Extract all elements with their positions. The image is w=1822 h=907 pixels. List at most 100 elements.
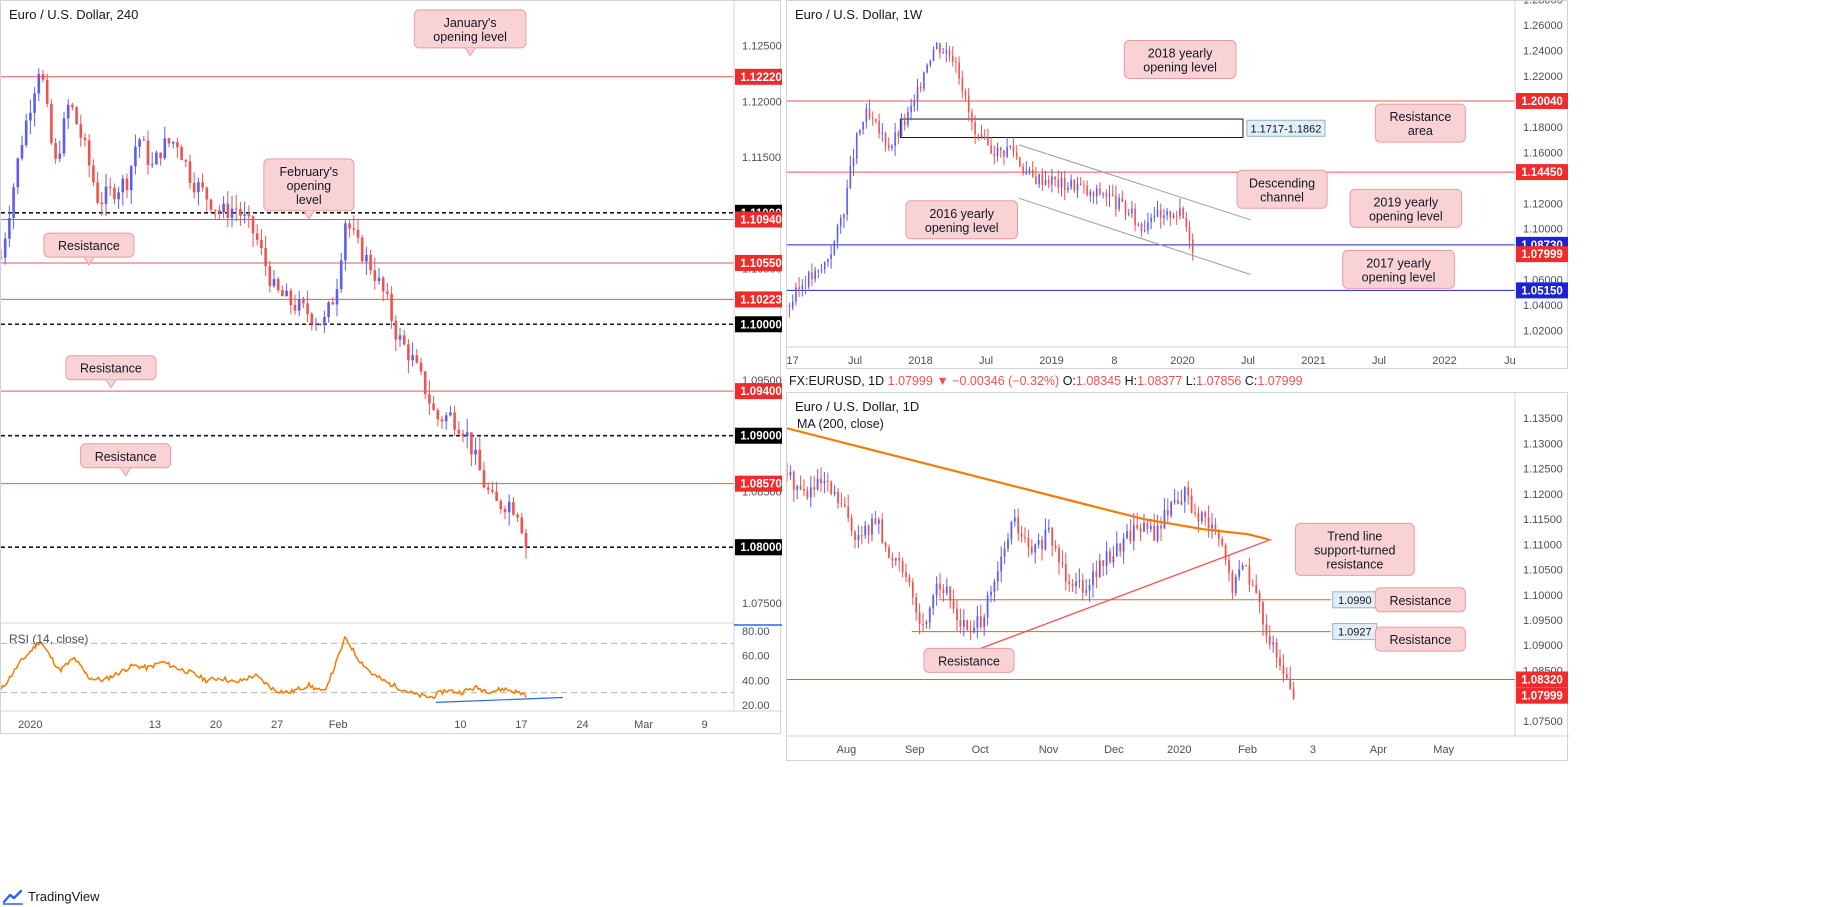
ma-legend[interactable]: MA (200, close) bbox=[797, 417, 884, 431]
d1-candle bbox=[826, 480, 829, 483]
tradingview-footer[interactable]: TradingView bbox=[0, 886, 100, 907]
d1-candle bbox=[1200, 512, 1203, 522]
w1-candle bbox=[1051, 176, 1053, 185]
w1-price-tag-bg bbox=[1516, 246, 1568, 263]
w1-annotation-box bbox=[1374, 103, 1466, 143]
h4-price-tick: 1.11500 bbox=[742, 152, 781, 164]
d1-candle bbox=[792, 472, 795, 490]
chart-panel-w1[interactable]: 1.1717-1.1862 2018 yearly opening level Res… bbox=[786, 0, 1569, 370]
h4-price-tag: 1.10223 bbox=[740, 294, 782, 306]
d1-price-tick: 1.09500 bbox=[1523, 615, 1563, 627]
w1-annotation-text: opening level bbox=[1143, 61, 1217, 75]
w1-candle bbox=[977, 134, 980, 136]
d1-candle bbox=[1146, 522, 1149, 530]
d1-chart-svg[interactable]: 1.0990 1.0927 Trend linesupport-turnedresi… bbox=[787, 393, 1569, 762]
h4-candle bbox=[272, 279, 276, 286]
w1-candle bbox=[1095, 188, 1098, 197]
w1-candle bbox=[878, 121, 880, 133]
w1-price-tag-bg bbox=[1516, 164, 1568, 181]
w1-candle bbox=[868, 108, 871, 118]
w1-candle bbox=[1047, 179, 1050, 185]
w1-candle bbox=[1137, 224, 1140, 226]
w1-price-tick: 1.24000 bbox=[1523, 46, 1563, 58]
w1-candle bbox=[1009, 145, 1012, 148]
h4-candle bbox=[150, 164, 154, 166]
h4-candle bbox=[176, 141, 179, 148]
h4-candle bbox=[54, 143, 57, 159]
d1-candle bbox=[1064, 564, 1067, 582]
w1-candle bbox=[916, 86, 919, 101]
h4-candle bbox=[356, 229, 360, 238]
d1-price-tick: 1.11000 bbox=[1523, 539, 1562, 551]
d1-candle bbox=[843, 504, 846, 507]
d1-candle bbox=[874, 518, 877, 524]
d1-annotation-text: support-turned bbox=[1314, 543, 1395, 557]
d1-time-tick: Feb bbox=[1238, 744, 1257, 756]
d1-candle bbox=[942, 589, 945, 593]
h4-price-tag-bg bbox=[735, 383, 782, 400]
w1-candle bbox=[811, 272, 813, 280]
rsi-trendline bbox=[435, 696, 563, 703]
w1-candle bbox=[1147, 222, 1149, 231]
w1-candle bbox=[1028, 169, 1031, 172]
h4-time-tick: 10 bbox=[454, 719, 466, 731]
h4-candle bbox=[243, 214, 246, 216]
w1-annotation-box bbox=[905, 200, 1019, 240]
d1-candle bbox=[908, 577, 911, 583]
h4-price-tag-bg bbox=[735, 539, 782, 556]
chart-panel-d1[interactable]: 1.0990 1.0927 Trend line support-turned resi… bbox=[786, 392, 1569, 762]
d1-annotation-text: Resistance bbox=[938, 654, 1000, 668]
h4-price-tag-bg bbox=[735, 427, 782, 444]
d1-annotation-box bbox=[1374, 587, 1466, 613]
d1-candle bbox=[1109, 551, 1111, 563]
h4-candle bbox=[306, 303, 309, 315]
h4-candle bbox=[289, 290, 293, 306]
w1-annotation-box bbox=[1342, 249, 1455, 289]
d1-annotation-text: resistance bbox=[1326, 557, 1383, 571]
w1-annotation-text: 2019 yearly bbox=[1373, 195, 1438, 209]
d1-candle bbox=[1217, 530, 1220, 540]
d1-candle bbox=[979, 616, 982, 628]
h4-candle bbox=[318, 323, 322, 326]
d1-candle bbox=[925, 622, 928, 625]
d1-candle bbox=[1112, 556, 1115, 563]
infobar-symbol[interactable]: FX:EURUSD, 1D bbox=[789, 374, 885, 388]
d1-candle bbox=[956, 608, 958, 621]
d1-candle bbox=[1173, 500, 1176, 503]
h4-time-tick: 9 bbox=[702, 719, 708, 731]
h4-candle bbox=[188, 161, 192, 183]
h4-candle bbox=[524, 532, 528, 548]
h4-candle bbox=[222, 203, 225, 213]
w1-annotation-text: opening level bbox=[925, 221, 999, 235]
d1-candle bbox=[1197, 512, 1200, 522]
d1-candle bbox=[1221, 539, 1224, 545]
d1-candle bbox=[1285, 674, 1288, 679]
h4-price-tag-bg bbox=[735, 475, 782, 492]
chart-panel-h4[interactable]: January's opening level February's opening l… bbox=[0, 0, 782, 735]
d1-candle bbox=[1149, 525, 1152, 530]
d1-candle bbox=[1268, 635, 1271, 645]
d1-annotation-text: Resistance bbox=[1389, 594, 1451, 608]
h4-candle bbox=[520, 517, 524, 533]
d1-candle bbox=[1170, 502, 1173, 516]
w1-candle bbox=[948, 50, 951, 56]
w1-time-tick: Jul bbox=[979, 355, 993, 367]
d1-candle bbox=[901, 560, 904, 573]
h4-candle bbox=[104, 186, 108, 204]
w1-candle bbox=[1031, 169, 1034, 177]
rsi-tick: 60.00 bbox=[742, 651, 770, 663]
h4-annotation-text: January's bbox=[444, 16, 497, 30]
d1-annotation: Resistance bbox=[923, 647, 1015, 673]
infobar-arrow-icon: ▼ bbox=[936, 374, 949, 388]
h4-annotation: Resistance bbox=[80, 443, 172, 477]
d1-candle bbox=[888, 547, 890, 558]
w1-candle bbox=[1022, 166, 1024, 174]
d1-candle bbox=[871, 518, 873, 535]
d1-candle bbox=[860, 535, 863, 537]
d1-candle bbox=[891, 557, 894, 561]
d1-price-tick: 1.13000 bbox=[1523, 438, 1563, 450]
